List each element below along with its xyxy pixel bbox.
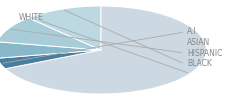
Text: HISPANIC: HISPANIC <box>187 48 222 58</box>
Text: BLACK: BLACK <box>187 60 212 68</box>
Wedge shape <box>0 42 101 58</box>
Text: ASIAN: ASIAN <box>187 38 210 46</box>
Wedge shape <box>0 50 101 69</box>
Text: WHITE: WHITE <box>19 14 44 22</box>
Wedge shape <box>5 6 206 94</box>
Text: A.I.: A.I. <box>187 28 199 36</box>
Wedge shape <box>29 6 101 50</box>
Wedge shape <box>0 18 101 50</box>
